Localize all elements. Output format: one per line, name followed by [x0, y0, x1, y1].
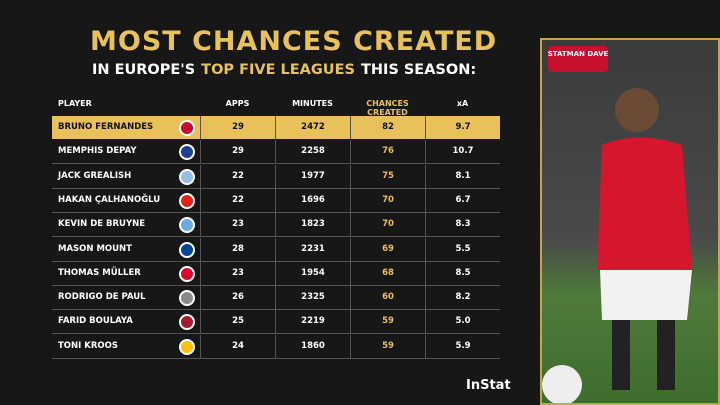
stat-cell: 22 [200, 188, 275, 212]
column-header: APPS [225, 99, 250, 108]
stat-cell: 8.5 [425, 261, 500, 285]
stat-cell: 5.9 [425, 334, 500, 358]
stat-cell: 10.7 [425, 140, 500, 164]
author-badge [548, 46, 608, 72]
subtitle-part: TOP FIVE LEAGUES [201, 62, 355, 78]
table-row: HAKAN ÇALHANOĞLU 22 1696 70 6.7 [52, 188, 500, 213]
table-row: MEMPHIS DEPAY 29 2258 76 10.7 [52, 140, 500, 165]
club-badge [179, 217, 195, 234]
stat-cell: 1860 [275, 334, 350, 358]
subtitle: IN EUROPE'S TOP FIVE LEAGUES THIS SEASON: [92, 62, 476, 78]
stat-cell: 8.1 [425, 164, 500, 188]
column-header: PLAYER [58, 99, 92, 108]
table-row: MASON MOUNT 28 2231 69 5.5 [52, 237, 500, 262]
stat-cell: 76 [350, 140, 425, 164]
stat-cell: 29 [200, 116, 275, 139]
table-row: RODRIGO DE PAUL 26 2325 60 8.2 [52, 286, 500, 311]
stat-cell: 28 [200, 237, 275, 261]
shorts [600, 270, 692, 320]
player-name: THOMAS MÜLLER [58, 267, 141, 278]
table-row: BRUNO FERNANDES 29 2472 82 9.7 [52, 116, 500, 139]
source-logo: InStat [466, 378, 511, 393]
club-badge [179, 168, 195, 185]
stat-cell: 82 [350, 116, 425, 139]
stat-cell: 1954 [275, 261, 350, 285]
club-badge [179, 192, 195, 209]
club-badge [179, 290, 195, 307]
leg [612, 320, 630, 390]
club-badge [179, 314, 195, 331]
subtitle-part: IN EUROPE'S [92, 62, 196, 78]
stat-cell: 23 [200, 213, 275, 237]
player-name: TONI KROOS [58, 340, 118, 351]
stat-cell: 26 [200, 286, 275, 310]
club-badge [179, 241, 195, 258]
subtitle-part: THIS SEASON: [360, 62, 477, 78]
stat-cell: 2325 [275, 286, 350, 310]
player-name: BRUNO FERNANDES [58, 122, 154, 132]
table-row: KEVIN DE BRUYNE 23 1823 70 8.3 [52, 213, 500, 238]
stat-cell: 2219 [275, 310, 350, 334]
title: MOST CHANCES CREATED [90, 26, 498, 57]
stat-cell: 25 [200, 310, 275, 334]
stat-cell: 2231 [275, 237, 350, 261]
stat-cell: 70 [350, 188, 425, 212]
club-badge [179, 265, 195, 282]
stat-cell: 68 [350, 261, 425, 285]
stat-cell: 23 [200, 261, 275, 285]
player-illustration: STATMAN DAVE [542, 46, 692, 405]
stat-cell: 9.7 [425, 116, 500, 139]
table-row: JACK GREALISH 22 1977 75 8.1 [52, 164, 500, 189]
player-name: RODRIGO DE PAUL [58, 292, 146, 303]
author: STATMAN DAVE [548, 50, 609, 58]
stat-cell: 8.2 [425, 286, 500, 310]
stat-cell: 24 [200, 334, 275, 358]
head [615, 88, 659, 132]
stat-cell: 60 [350, 286, 425, 310]
player-name: HAKAN ÇALHANOĞLU [58, 194, 161, 205]
leg [657, 320, 675, 390]
stat-cell: 2472 [275, 116, 350, 139]
stat-cell: 6.7 [425, 188, 500, 212]
stat-cell: 2258 [275, 140, 350, 164]
player-name: FARID BOULAYA [58, 316, 133, 327]
stat-cell: 8.3 [425, 213, 500, 237]
player-photo: STATMAN DAVE [540, 38, 720, 405]
stat-cell: 69 [350, 237, 425, 261]
player-name: MASON MOUNT [58, 243, 132, 254]
stat-cell: 59 [350, 310, 425, 334]
ball [542, 365, 582, 405]
player-name: JACK GREALISH [58, 170, 132, 181]
shirt [597, 137, 692, 270]
player-name: MEMPHIS DEPAY [58, 146, 137, 157]
club-badge [179, 144, 195, 161]
stat-cell: 1696 [275, 188, 350, 212]
stat-cell: 22 [200, 164, 275, 188]
stat-cell: 75 [350, 164, 425, 188]
column-header: MINUTES [292, 99, 333, 108]
player-name: KEVIN DE BRUYNE [58, 219, 146, 230]
club-badge [179, 120, 195, 136]
stat-cell: 1823 [275, 213, 350, 237]
stat-cell: 1977 [275, 164, 350, 188]
stat-cell: 70 [350, 213, 425, 237]
table-row: FARID BOULAYA 25 2219 59 5.0 [52, 310, 500, 335]
column-header: CHANCES CREATED [366, 99, 409, 117]
table-row: THOMAS MÜLLER 23 1954 68 8.5 [52, 261, 500, 286]
club-badge [179, 338, 195, 355]
stat-cell: 29 [200, 140, 275, 164]
table-row: TONI KROOS 24 1860 59 5.9 [52, 334, 500, 359]
stat-cell: 59 [350, 334, 425, 358]
stat-cell: 5.5 [425, 237, 500, 261]
column-header: xA [456, 99, 469, 108]
stat-cell: 5.0 [425, 310, 500, 334]
